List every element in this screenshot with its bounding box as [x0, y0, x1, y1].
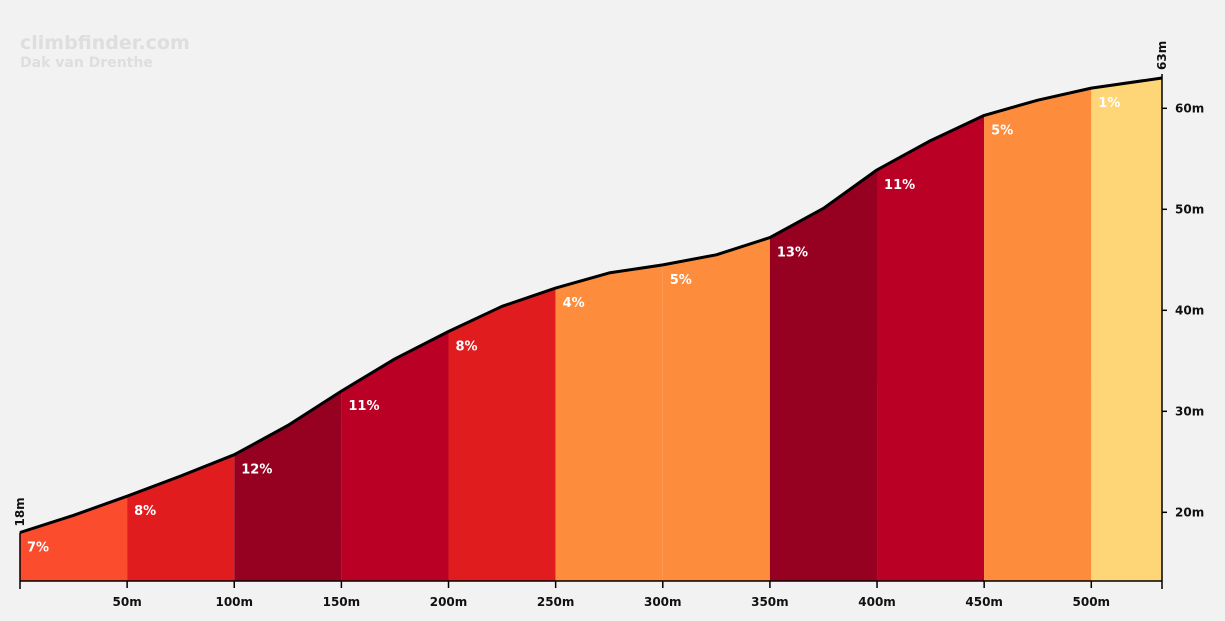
watermark-climb-name: Dak van Drenthe	[20, 55, 153, 71]
x-tick-label-8: 450m	[965, 595, 1003, 609]
x-tick-label-0: 50m	[113, 595, 142, 609]
x-tick-label-5: 300m	[644, 595, 682, 609]
gradient-segments	[20, 78, 1162, 582]
segment-5	[555, 264, 663, 581]
y-tick-label-4: 60m	[1175, 101, 1204, 115]
grade-label-7: 13%	[777, 246, 808, 261]
profile-line-group	[19, 76, 1163, 534]
grade-label-10: 1%	[1098, 96, 1120, 111]
x-tick-label-1: 100m	[215, 595, 253, 609]
x-tick-label-6: 350m	[751, 595, 789, 609]
grade-label-5: 4%	[563, 296, 585, 311]
y-tick-label-1: 30m	[1175, 404, 1204, 418]
x-tick-label-3: 200m	[430, 595, 468, 609]
profile-line	[19, 76, 1163, 534]
grade-label-8: 11%	[884, 178, 915, 193]
segment-6	[662, 237, 770, 581]
y-tick-label-2: 40m	[1175, 303, 1204, 317]
segment-2	[234, 391, 342, 581]
x-tick-label-9: 500m	[1073, 595, 1111, 609]
x-tick-label-7: 400m	[858, 595, 896, 609]
x-tick-label-2: 150m	[323, 595, 361, 609]
grade-labels: 7% 8% 12% 11% 8% 4% 5% 13% 11% 5% 1%	[27, 96, 1120, 555]
segment-4	[448, 288, 556, 581]
segment-10	[1091, 78, 1162, 581]
watermark: climbfinder.com Dak van Drenthe	[20, 32, 190, 71]
grade-label-6: 5%	[670, 273, 692, 288]
start-elevation-label: 18m	[13, 497, 27, 526]
watermark-site: climbfinder.com	[20, 32, 190, 54]
segment-9	[984, 88, 1092, 581]
segment-8	[877, 115, 985, 582]
axes: 50m 100m 150m 200m 250m 300m 350m 400m 450m 500m 2…	[13, 41, 1204, 609]
grade-label-0: 7%	[27, 541, 49, 556]
segment-3	[341, 331, 449, 581]
segment-7	[769, 169, 878, 581]
x-tick-label-4: 250m	[537, 595, 575, 609]
grade-label-9: 5%	[991, 123, 1013, 138]
grade-label-3: 11%	[348, 399, 379, 414]
y-tick-label-0: 20m	[1175, 505, 1204, 519]
grade-label-1: 8%	[134, 504, 156, 519]
segment-0	[20, 496, 128, 581]
grade-label-2: 12%	[241, 463, 272, 478]
y-tick-label-3: 50m	[1175, 202, 1204, 216]
grade-label-4: 8%	[456, 340, 478, 355]
end-elevation-label: 63m	[1155, 41, 1169, 70]
